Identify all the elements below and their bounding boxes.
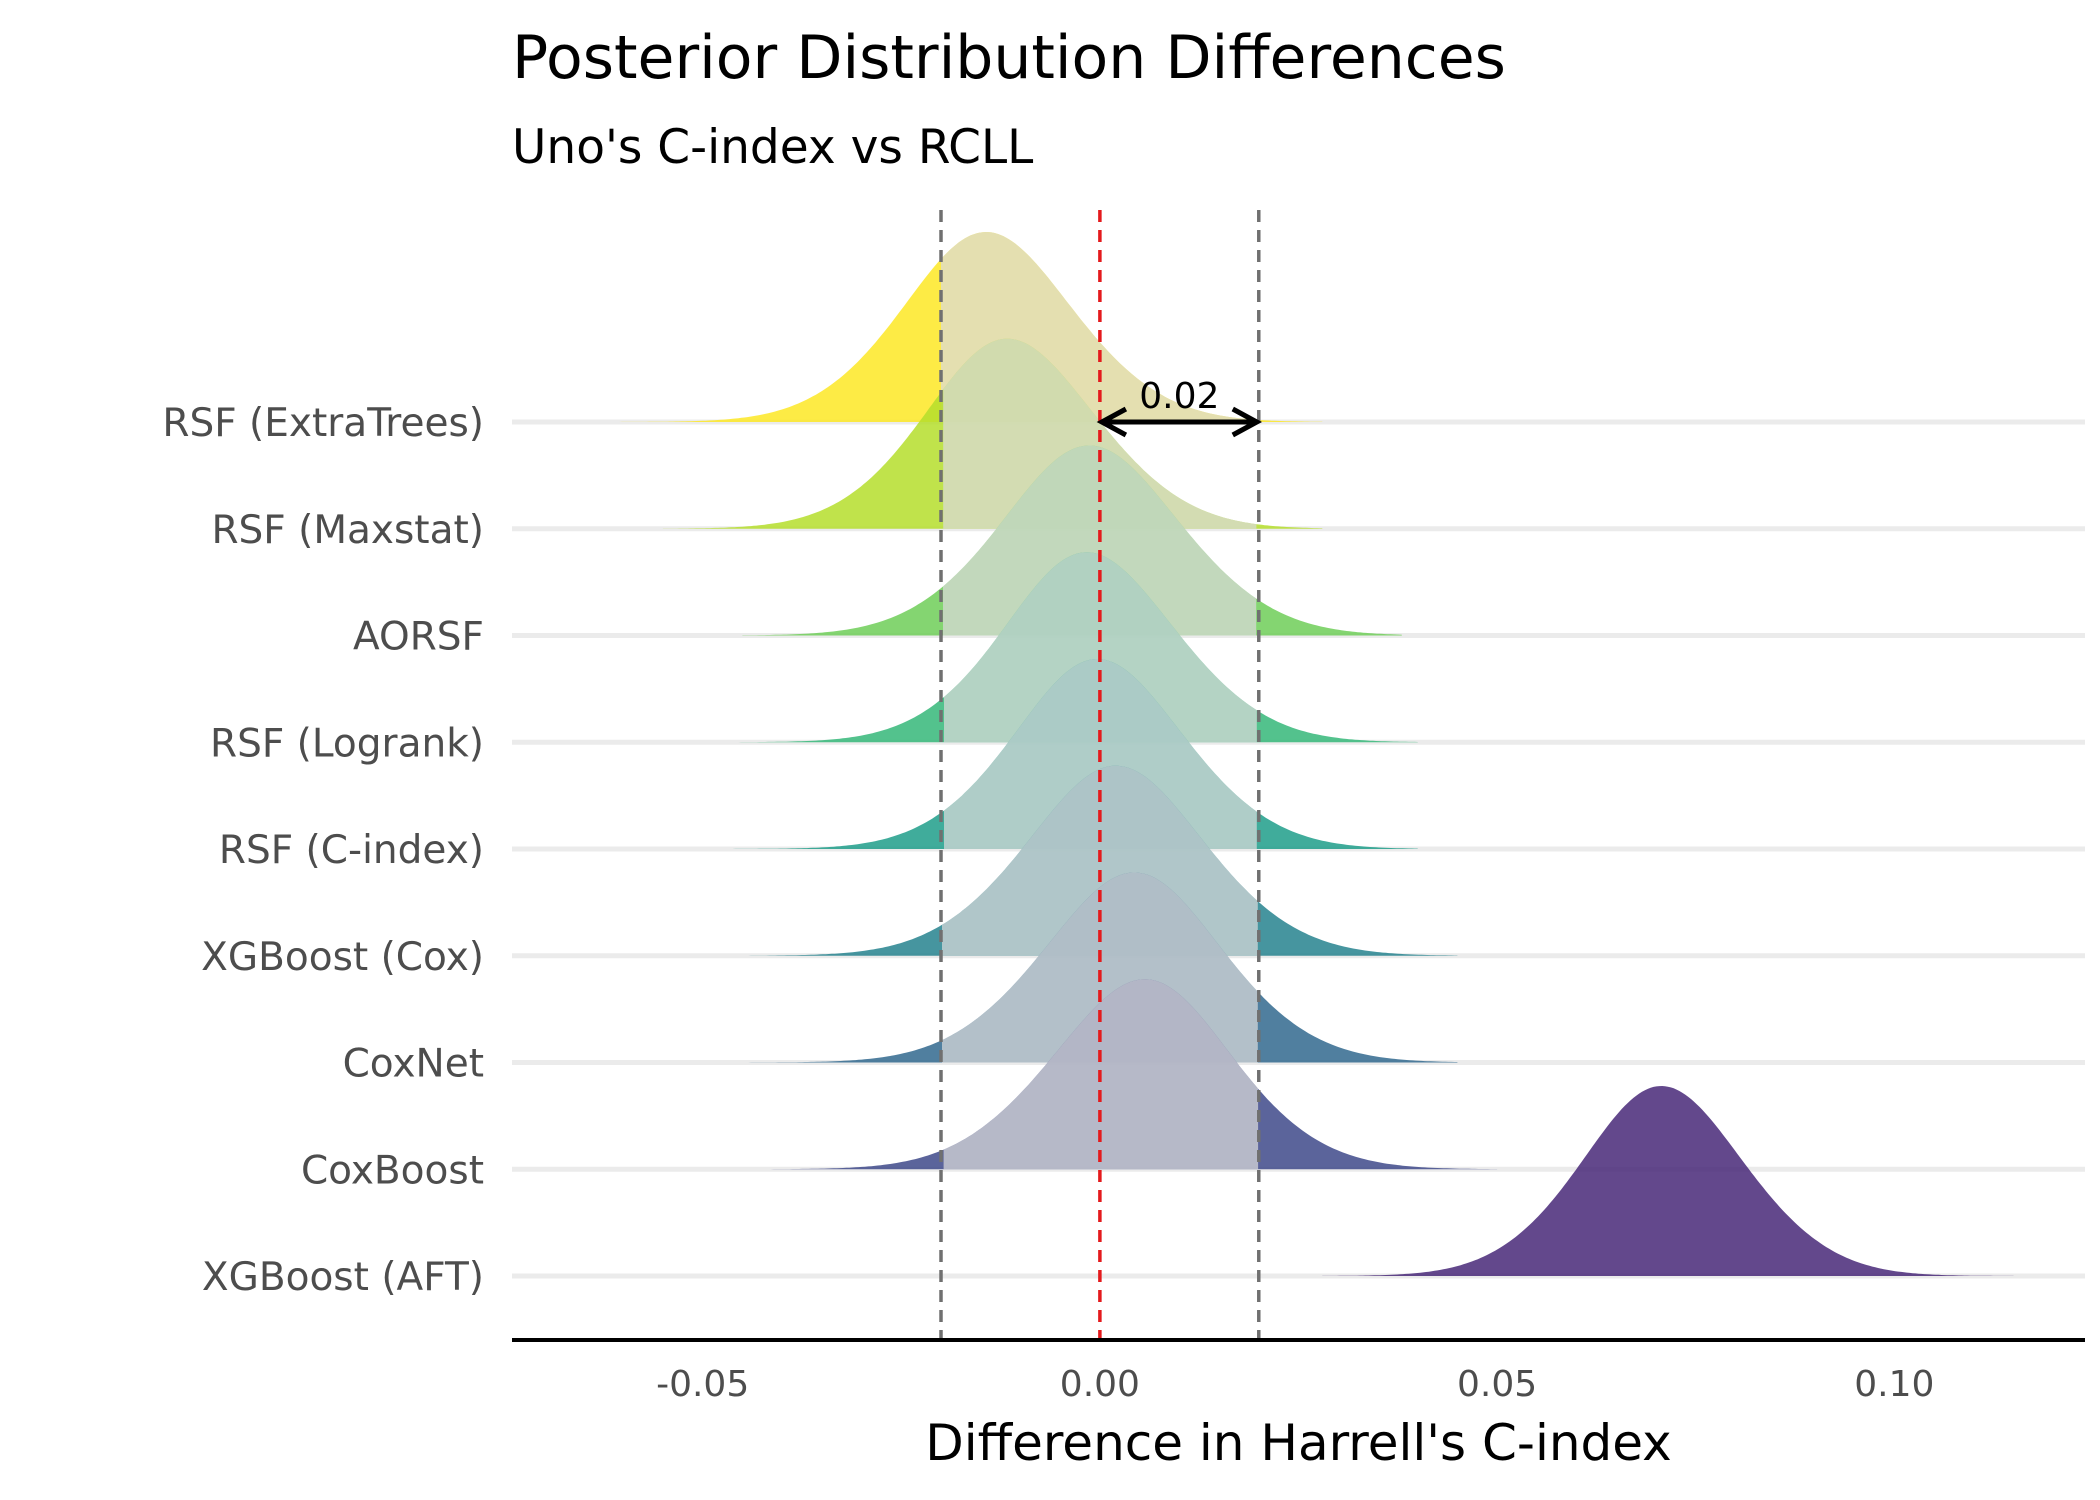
x-tick-label: 0.10 (1854, 1364, 1934, 1405)
y-label: AORSF (353, 615, 484, 660)
x-axis-ticks: -0.05 0.00 0.05 0.10 (656, 1364, 1934, 1405)
y-label: CoxNet (343, 1042, 484, 1087)
ridge-xgboost-aft (1322, 1086, 2014, 1276)
annotation-arrowhead-left (1096, 406, 1128, 438)
chart-subtitle: Uno's C-index vs RCLL (512, 120, 1033, 175)
y-label: RSF (C-index) (219, 828, 484, 873)
annotation-label: 0.02 (1139, 376, 1219, 417)
reference-lines (939, 210, 1261, 1340)
y-label: XGBoost (AFT) (202, 1255, 484, 1300)
ridge-rsf-logrank (702, 552, 1418, 743)
ridge-coxboost (742, 979, 1498, 1170)
annotation-arrowhead-right (1231, 406, 1263, 438)
ridge-fill (1322, 1086, 2014, 1276)
y-label: CoxBoost (301, 1148, 484, 1193)
y-label: XGBoost (Cox) (201, 935, 484, 980)
y-label: RSF (Logrank) (210, 721, 484, 766)
x-tick-label: 0.05 (1457, 1364, 1537, 1405)
x-tick-label: -0.05 (656, 1364, 749, 1405)
ridge-rsf-maxstat (662, 338, 1323, 529)
x-tick-label: 0.00 (1060, 1364, 1140, 1405)
ridge-rope-mask (944, 552, 1257, 743)
rope-annotation: 0.02 (1096, 376, 1263, 438)
chart-title: Posterior Distribution Differences (512, 23, 1506, 93)
y-axis-labels: RSF (ExtraTrees) RSF (Maxstat) AORSF RSF (L… (162, 401, 484, 1300)
y-label: RSF (ExtraTrees) (162, 401, 484, 446)
y-label: RSF (Maxstat) (211, 508, 484, 553)
density-ridges (607, 232, 2014, 1276)
x-axis-label: Difference in Harrell's C-index (925, 1414, 1671, 1472)
